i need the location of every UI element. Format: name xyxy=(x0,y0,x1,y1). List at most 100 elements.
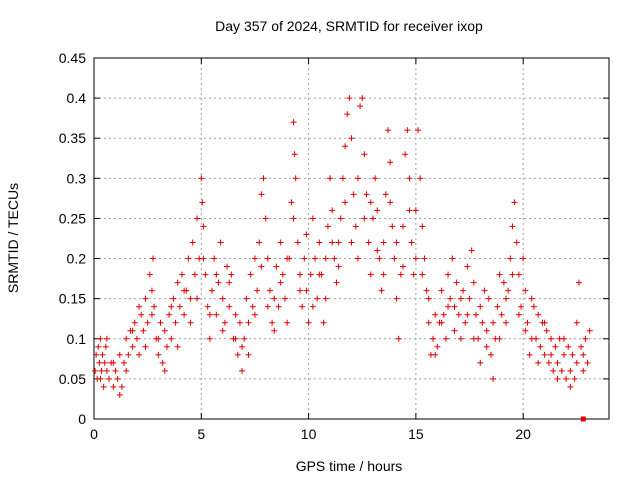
data-point xyxy=(284,255,291,262)
data-point xyxy=(354,255,361,262)
data-point xyxy=(530,303,537,310)
data-point xyxy=(451,303,458,310)
data-point xyxy=(103,367,110,374)
data-point xyxy=(511,199,518,206)
data-point xyxy=(393,295,400,302)
axis-ticks: 0 0.05 0.1 0.15 0.2 0.25 0.3 0.35 0.4 0.45 0 5 10 15 2… xyxy=(59,50,609,442)
data-point xyxy=(573,359,580,366)
data-point xyxy=(535,359,542,366)
data-point xyxy=(157,319,164,326)
data-point xyxy=(198,175,205,182)
data-point xyxy=(483,327,490,334)
data-point xyxy=(432,311,439,318)
data-point xyxy=(211,255,218,262)
data-point xyxy=(213,271,220,278)
data-point xyxy=(307,271,314,278)
data-point xyxy=(97,375,104,382)
data-point xyxy=(136,303,143,310)
data-point xyxy=(161,367,168,374)
data-point xyxy=(354,175,361,182)
data-point xyxy=(194,215,200,222)
data-point xyxy=(254,287,261,294)
data-point xyxy=(515,271,522,278)
data-point xyxy=(241,335,248,342)
data-point xyxy=(520,255,527,262)
data-point xyxy=(374,207,381,214)
data-point xyxy=(100,383,107,390)
data-point xyxy=(103,335,110,342)
data-point xyxy=(279,271,286,278)
data-point xyxy=(387,199,394,206)
data-point xyxy=(496,271,503,278)
data-point xyxy=(324,223,331,230)
y-tick-label: 0.05 xyxy=(59,371,86,387)
data-point xyxy=(151,303,158,310)
data-point xyxy=(320,319,327,326)
data-point xyxy=(333,279,340,286)
data-point xyxy=(408,239,415,246)
data-point xyxy=(404,127,411,134)
data-point xyxy=(412,255,419,262)
data-point xyxy=(449,255,456,262)
data-point xyxy=(187,295,194,302)
data-point xyxy=(155,335,162,342)
data-point xyxy=(496,335,503,342)
data-point xyxy=(582,335,589,342)
data-point xyxy=(580,351,587,358)
data-point xyxy=(479,319,486,326)
data-point xyxy=(402,151,409,158)
data-point xyxy=(110,383,117,390)
data-point xyxy=(174,279,181,286)
x-tick-label: 0 xyxy=(90,426,98,442)
data-point xyxy=(206,335,213,342)
data-point xyxy=(121,359,128,366)
data-point xyxy=(548,351,555,358)
data-point xyxy=(335,239,342,246)
data-point xyxy=(586,327,593,334)
data-point xyxy=(159,359,166,366)
data-point xyxy=(445,303,452,310)
data-point xyxy=(522,287,529,294)
data-point xyxy=(174,343,181,350)
y-tick-label: 0.15 xyxy=(59,291,86,307)
data-point xyxy=(494,303,501,310)
data-point xyxy=(384,127,391,134)
data-point-marker xyxy=(580,416,586,422)
data-point xyxy=(316,271,323,278)
data-point xyxy=(560,351,567,358)
data-point xyxy=(178,271,185,278)
data-point xyxy=(209,287,216,294)
data-point xyxy=(140,327,147,334)
data-point xyxy=(226,303,233,310)
data-point xyxy=(168,335,175,342)
data-point xyxy=(213,311,220,318)
data-point xyxy=(342,199,349,206)
data-point xyxy=(322,255,329,262)
data-point xyxy=(419,271,426,278)
data-point xyxy=(342,143,349,150)
data-point xyxy=(239,367,246,374)
data-point xyxy=(477,303,484,310)
data-point xyxy=(305,319,312,326)
data-point xyxy=(269,319,276,326)
data-point xyxy=(249,303,256,310)
data-point xyxy=(453,279,460,286)
x-axis-label: GPS time / hours xyxy=(296,458,403,474)
data-point xyxy=(200,223,207,230)
data-point xyxy=(350,191,357,198)
data-point xyxy=(367,271,374,278)
x-tick-label: 20 xyxy=(515,426,531,442)
data-point xyxy=(455,311,462,318)
data-point xyxy=(142,343,149,350)
data-point xyxy=(522,327,529,334)
data-point xyxy=(101,359,108,366)
data-point xyxy=(114,375,121,382)
data-point xyxy=(410,271,417,278)
data-point xyxy=(239,343,246,350)
data-point xyxy=(232,335,239,342)
data-point xyxy=(457,295,464,302)
data-point xyxy=(256,239,263,246)
data-point xyxy=(245,319,252,326)
data-point xyxy=(472,311,479,318)
data-point xyxy=(528,295,535,302)
